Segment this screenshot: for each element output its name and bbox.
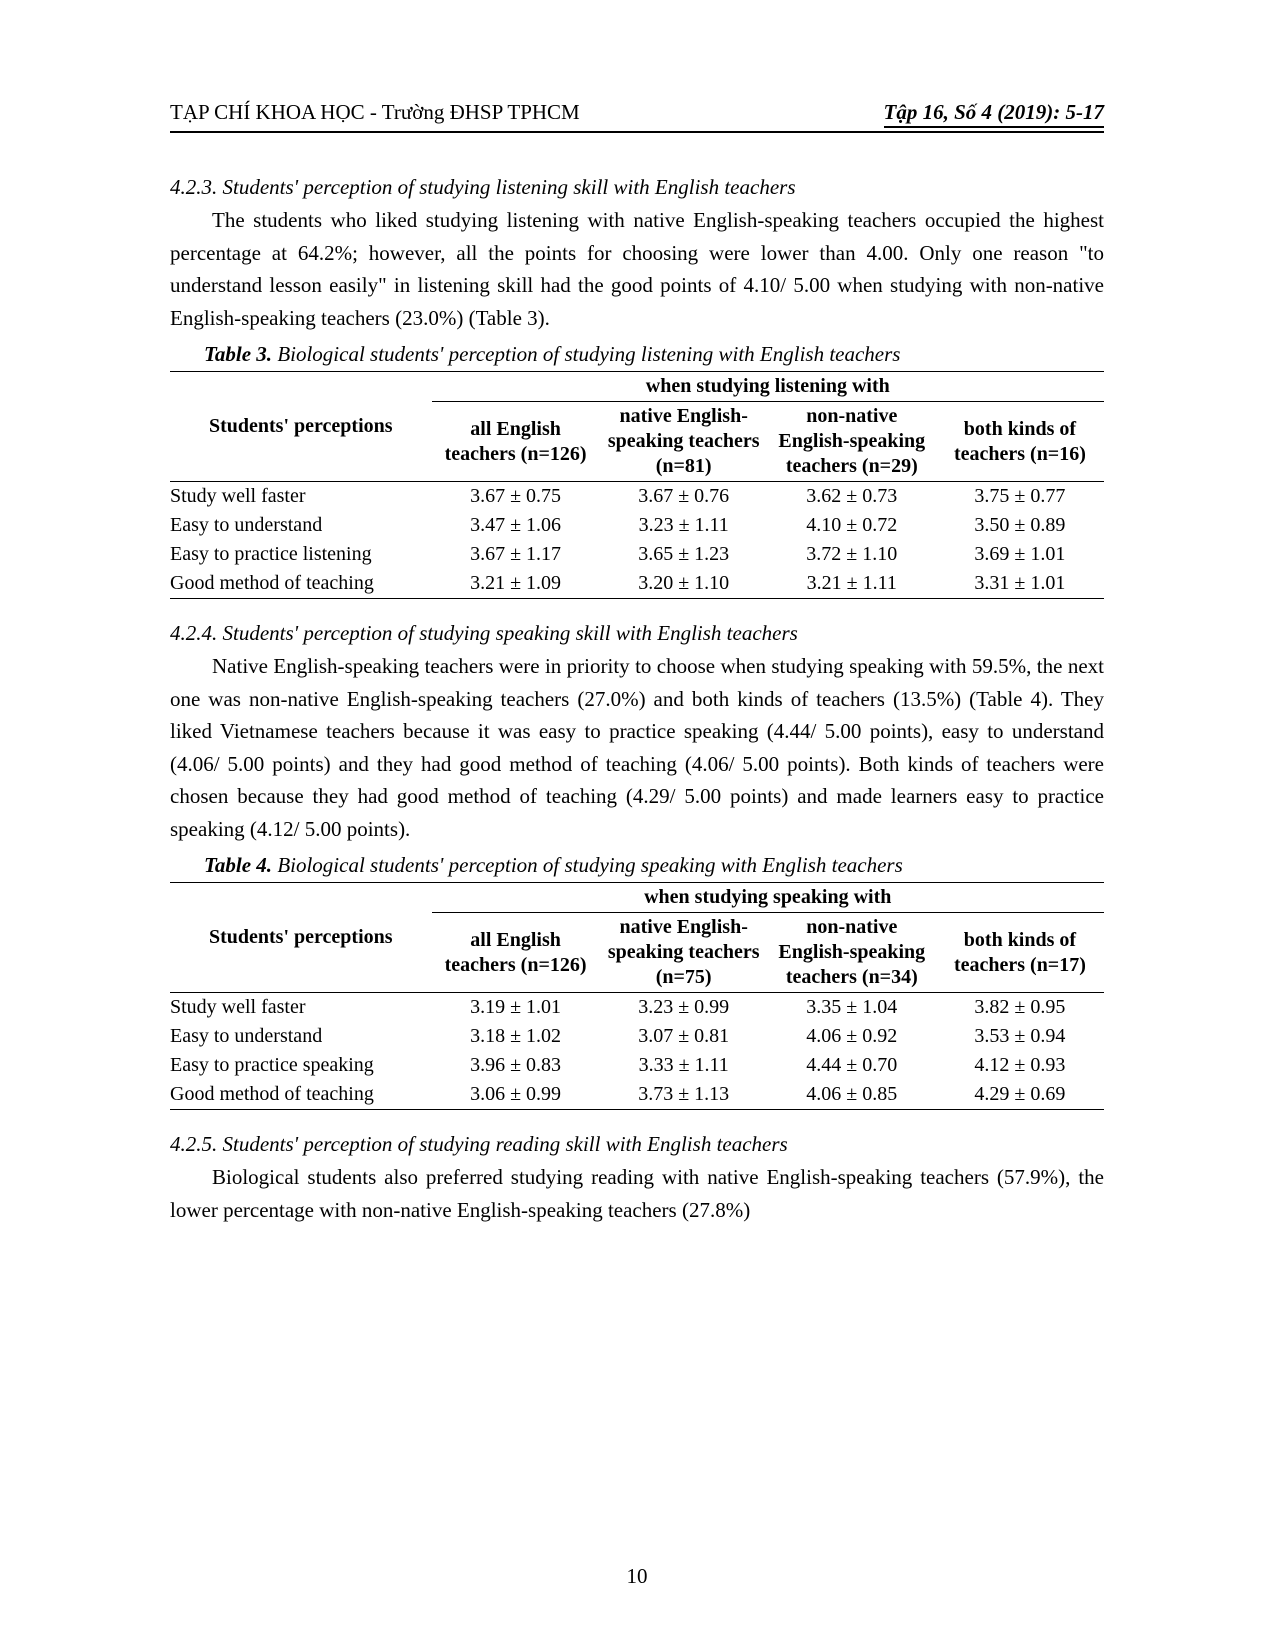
table3-col2: native English-speaking teachers (n=81) <box>600 402 768 482</box>
row-label: Good method of teaching <box>170 1080 432 1110</box>
page: TẠP CHÍ KHOA HỌC - Trường ĐHSP TPHCM Tập… <box>0 0 1274 1649</box>
table4: Students' perceptions when studying spea… <box>170 882 1104 1110</box>
row-label: Easy to practice listening <box>170 540 432 569</box>
section-425-title: 4.2.5. Students' perception of studying … <box>170 1132 1104 1157</box>
cell: 4.06 ± 0.92 <box>768 1022 936 1051</box>
table-row: Easy to understand 3.18 ± 1.02 3.07 ± 0.… <box>170 1022 1104 1051</box>
cell: 3.67 ± 0.75 <box>432 482 600 512</box>
cell: 3.96 ± 0.83 <box>432 1051 600 1080</box>
cell: 3.69 ± 1.01 <box>936 540 1104 569</box>
cell: 4.12 ± 0.93 <box>936 1051 1104 1080</box>
cell: 3.23 ± 1.11 <box>600 511 768 540</box>
table3-caption: Table 3. Biological students' perception… <box>204 342 1104 367</box>
cell: 3.18 ± 1.02 <box>432 1022 600 1051</box>
row-label: Study well faster <box>170 993 432 1023</box>
cell: 3.33 ± 1.11 <box>600 1051 768 1080</box>
cell: 3.75 ± 0.77 <box>936 482 1104 512</box>
running-header: TẠP CHÍ KHOA HỌC - Trường ĐHSP TPHCM Tập… <box>170 100 1104 133</box>
row-label: Study well faster <box>170 482 432 512</box>
cell: 3.62 ± 0.73 <box>768 482 936 512</box>
cell: 3.19 ± 1.01 <box>432 993 600 1023</box>
table3-caption-desc: Biological students' perception of study… <box>272 342 900 366</box>
cell: 3.50 ± 0.89 <box>936 511 1104 540</box>
cell: 3.07 ± 0.81 <box>600 1022 768 1051</box>
table-row: Good method of teaching 3.21 ± 1.09 3.20… <box>170 569 1104 599</box>
cell: 3.65 ± 1.23 <box>600 540 768 569</box>
journal-name: TẠP CHÍ KHOA HỌC - Trường ĐHSP TPHCM <box>170 100 580 128</box>
table-row: Easy to practice listening 3.67 ± 1.17 3… <box>170 540 1104 569</box>
cell: 3.67 ± 0.76 <box>600 482 768 512</box>
issue-info: Tập 16, Số 4 (2019): 5-17 <box>884 100 1104 128</box>
cell: 3.53 ± 0.94 <box>936 1022 1104 1051</box>
page-number: 10 <box>0 1564 1274 1589</box>
cell: 4.29 ± 0.69 <box>936 1080 1104 1110</box>
row-label: Good method of teaching <box>170 569 432 599</box>
section-425-paragraph: Biological students also preferred study… <box>170 1161 1104 1226</box>
section-423-paragraph: The students who liked studying listenin… <box>170 204 1104 334</box>
cell: 3.06 ± 0.99 <box>432 1080 600 1110</box>
section-423-title: 4.2.3. Students' perception of studying … <box>170 175 1104 200</box>
section-424-title: 4.2.4. Students' perception of studying … <box>170 621 1104 646</box>
cell: 3.31 ± 1.01 <box>936 569 1104 599</box>
table4-spanner: when studying speaking with <box>432 883 1104 913</box>
table-row: Study well faster 3.19 ± 1.01 3.23 ± 0.9… <box>170 993 1104 1023</box>
cell: 3.20 ± 1.10 <box>600 569 768 599</box>
cell: 4.10 ± 0.72 <box>768 511 936 540</box>
row-label: Easy to understand <box>170 511 432 540</box>
table-row: Easy to practice speaking 3.96 ± 0.83 3.… <box>170 1051 1104 1080</box>
table-row: Easy to understand 3.47 ± 1.06 3.23 ± 1.… <box>170 511 1104 540</box>
cell: 3.35 ± 1.04 <box>768 993 936 1023</box>
cell: 3.21 ± 1.11 <box>768 569 936 599</box>
table4-col3: non-native English-speaking teachers (n=… <box>768 913 936 993</box>
table-row: Study well faster 3.67 ± 0.75 3.67 ± 0.7… <box>170 482 1104 512</box>
table-row: Good method of teaching 3.06 ± 0.99 3.73… <box>170 1080 1104 1110</box>
table3-caption-label: Table 3. <box>204 342 272 366</box>
table3-col3: non-native English-speaking teachers (n=… <box>768 402 936 482</box>
table4-caption: Table 4. Biological students' perception… <box>204 853 1104 878</box>
cell: 3.73 ± 1.13 <box>600 1080 768 1110</box>
cell: 3.23 ± 0.99 <box>600 993 768 1023</box>
cell: 4.06 ± 0.85 <box>768 1080 936 1110</box>
table4-caption-desc: Biological students' perception of study… <box>272 853 903 877</box>
cell: 3.67 ± 1.17 <box>432 540 600 569</box>
table4-col2: native English-speaking teachers (n=75) <box>600 913 768 993</box>
table3-col4: both kinds of teachers (n=16) <box>936 402 1104 482</box>
table4-caption-label: Table 4. <box>204 853 272 877</box>
table3: Students' perceptions when studying list… <box>170 371 1104 599</box>
table3-spanner: when studying listening with <box>432 372 1104 402</box>
section-424-paragraph: Native English-speaking teachers were in… <box>170 650 1104 845</box>
cell: 4.44 ± 0.70 <box>768 1051 936 1080</box>
cell: 3.82 ± 0.95 <box>936 993 1104 1023</box>
table4-stub-header: Students' perceptions <box>170 883 432 993</box>
table3-stub-header: Students' perceptions <box>170 372 432 482</box>
table4-col4: both kinds of teachers (n=17) <box>936 913 1104 993</box>
cell: 3.72 ± 1.10 <box>768 540 936 569</box>
row-label: Easy to understand <box>170 1022 432 1051</box>
cell: 3.47 ± 1.06 <box>432 511 600 540</box>
row-label: Easy to practice speaking <box>170 1051 432 1080</box>
table4-col1: all English teachers (n=126) <box>432 913 600 993</box>
cell: 3.21 ± 1.09 <box>432 569 600 599</box>
table3-col1: all English teachers (n=126) <box>432 402 600 482</box>
